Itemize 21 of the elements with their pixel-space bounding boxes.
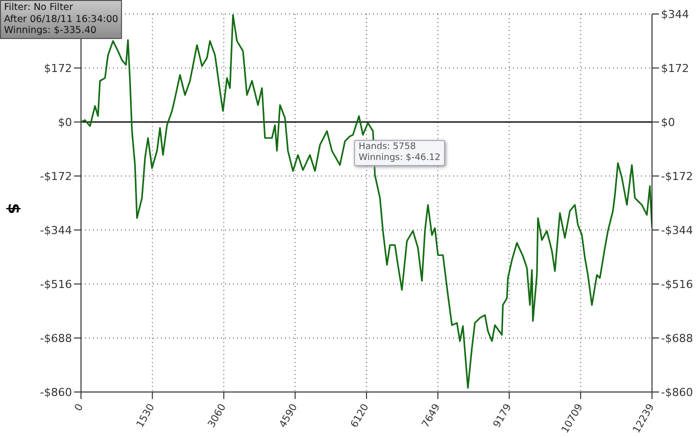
annotation: Hands: 5758 Winnings: $-46.12 [358, 142, 440, 164]
y2-tick-label: -$172 [661, 170, 693, 183]
y-tick-label: $172 [44, 62, 72, 75]
y-tick-label: -$344 [40, 224, 72, 237]
y2-tick-label: -$860 [661, 386, 693, 399]
y-axis-title: $ [4, 203, 24, 214]
y2-tick-label: $0 [661, 116, 675, 129]
y-tick-label: -$860 [40, 386, 72, 399]
annotation: Winnings: $-335.40 [4, 25, 98, 36]
y2-tick-label: $344 [661, 8, 689, 21]
annotation: After 06/18/11 16:34:00 [4, 14, 118, 25]
y2-tick-label: $172 [661, 62, 689, 75]
y-tick-label: $0 [58, 116, 72, 129]
y-tick-label: -$172 [40, 170, 72, 183]
y-tick-label: -$516 [40, 278, 72, 291]
y-tick-label: -$688 [40, 332, 72, 345]
y2-tick-label: -$688 [661, 332, 693, 345]
y2-tick-label: -$344 [661, 224, 693, 237]
text: Filter: No Filter [4, 2, 74, 14]
x-tick-label: 0 [73, 402, 86, 414]
y2-tick-label: -$516 [661, 278, 693, 291]
